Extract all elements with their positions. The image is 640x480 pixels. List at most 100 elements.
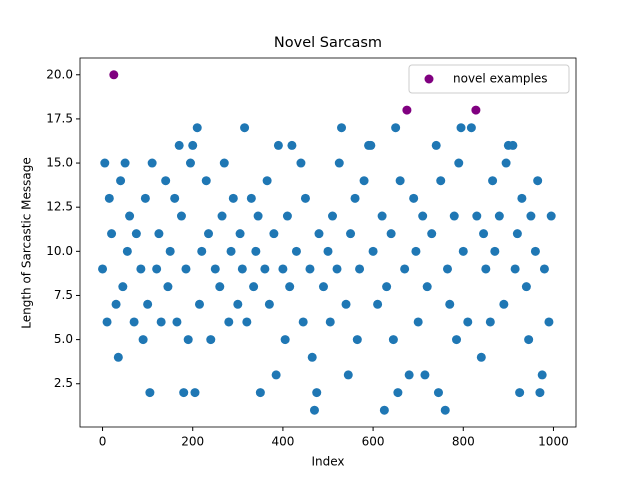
point <box>291 246 301 256</box>
point <box>206 335 216 345</box>
point <box>154 229 164 239</box>
point <box>260 264 270 274</box>
point <box>269 229 279 239</box>
point <box>476 352 486 362</box>
point <box>242 317 252 327</box>
y-tick-label: 7.5 <box>54 288 73 302</box>
point <box>210 264 220 274</box>
point <box>161 176 171 186</box>
point <box>411 246 421 256</box>
point <box>377 211 387 221</box>
point <box>318 282 328 292</box>
x-tick-label: 200 <box>181 435 204 449</box>
point <box>305 264 315 274</box>
point <box>100 158 110 168</box>
point <box>152 264 162 274</box>
point <box>246 193 256 203</box>
point <box>524 335 534 345</box>
point <box>226 246 236 256</box>
point <box>350 193 360 203</box>
point <box>472 211 482 221</box>
point <box>328 211 338 221</box>
point <box>343 370 353 380</box>
point <box>449 211 459 221</box>
point <box>192 123 202 133</box>
point <box>402 105 412 115</box>
point <box>346 229 356 239</box>
point <box>298 317 308 327</box>
point <box>140 193 150 203</box>
point <box>163 282 173 292</box>
y-tick-label: 20.0 <box>46 67 73 81</box>
point <box>393 388 403 398</box>
point <box>197 246 207 256</box>
point <box>98 264 108 274</box>
point <box>537 370 547 380</box>
point <box>490 246 500 256</box>
point <box>116 176 126 186</box>
point <box>454 158 464 168</box>
legend-box <box>408 64 570 94</box>
point <box>217 211 227 221</box>
point <box>494 211 504 221</box>
point <box>143 299 153 309</box>
point <box>264 299 274 309</box>
point <box>104 193 114 203</box>
point <box>253 211 263 221</box>
point <box>535 388 545 398</box>
point <box>499 299 509 309</box>
point <box>530 246 540 256</box>
point <box>386 229 396 239</box>
point <box>431 140 441 150</box>
point <box>249 282 259 292</box>
point <box>373 299 383 309</box>
point <box>174 140 184 150</box>
point <box>176 211 186 221</box>
x-axis-label: Index <box>311 455 344 469</box>
point <box>391 123 401 133</box>
point <box>440 405 450 415</box>
point <box>395 176 405 186</box>
point <box>183 335 193 345</box>
point <box>107 229 117 239</box>
point <box>228 193 238 203</box>
point <box>517 193 527 203</box>
point <box>296 158 306 168</box>
y-axis-label: Length of Sarcastic Message <box>20 157 34 328</box>
point <box>233 299 243 309</box>
point <box>409 193 419 203</box>
point <box>147 158 157 168</box>
plot-frame <box>79 57 577 428</box>
x-tick-label: 1000 <box>538 435 569 449</box>
point <box>138 335 148 345</box>
y-tick-label: 5.0 <box>54 332 73 346</box>
point <box>102 317 112 327</box>
y-tick-label: 15.0 <box>46 156 73 170</box>
point <box>366 140 376 150</box>
point <box>156 317 166 327</box>
point <box>188 140 198 150</box>
x-tick-label: 800 <box>452 435 475 449</box>
y-tick-label: 2.5 <box>54 376 73 390</box>
point <box>359 176 369 186</box>
point <box>337 123 347 133</box>
point <box>352 335 362 345</box>
point <box>129 317 139 327</box>
point <box>165 246 175 256</box>
point <box>122 246 132 256</box>
point <box>287 140 297 150</box>
point <box>463 317 473 327</box>
x-tick-label: 600 <box>362 435 385 449</box>
y-tick-label: 10.0 <box>46 244 73 258</box>
point <box>539 264 549 274</box>
point <box>219 158 229 168</box>
point <box>368 246 378 256</box>
point <box>204 229 214 239</box>
point <box>194 299 204 309</box>
point <box>179 388 189 398</box>
point <box>512 229 522 239</box>
point <box>309 405 319 415</box>
point <box>510 264 520 274</box>
point <box>278 264 288 274</box>
